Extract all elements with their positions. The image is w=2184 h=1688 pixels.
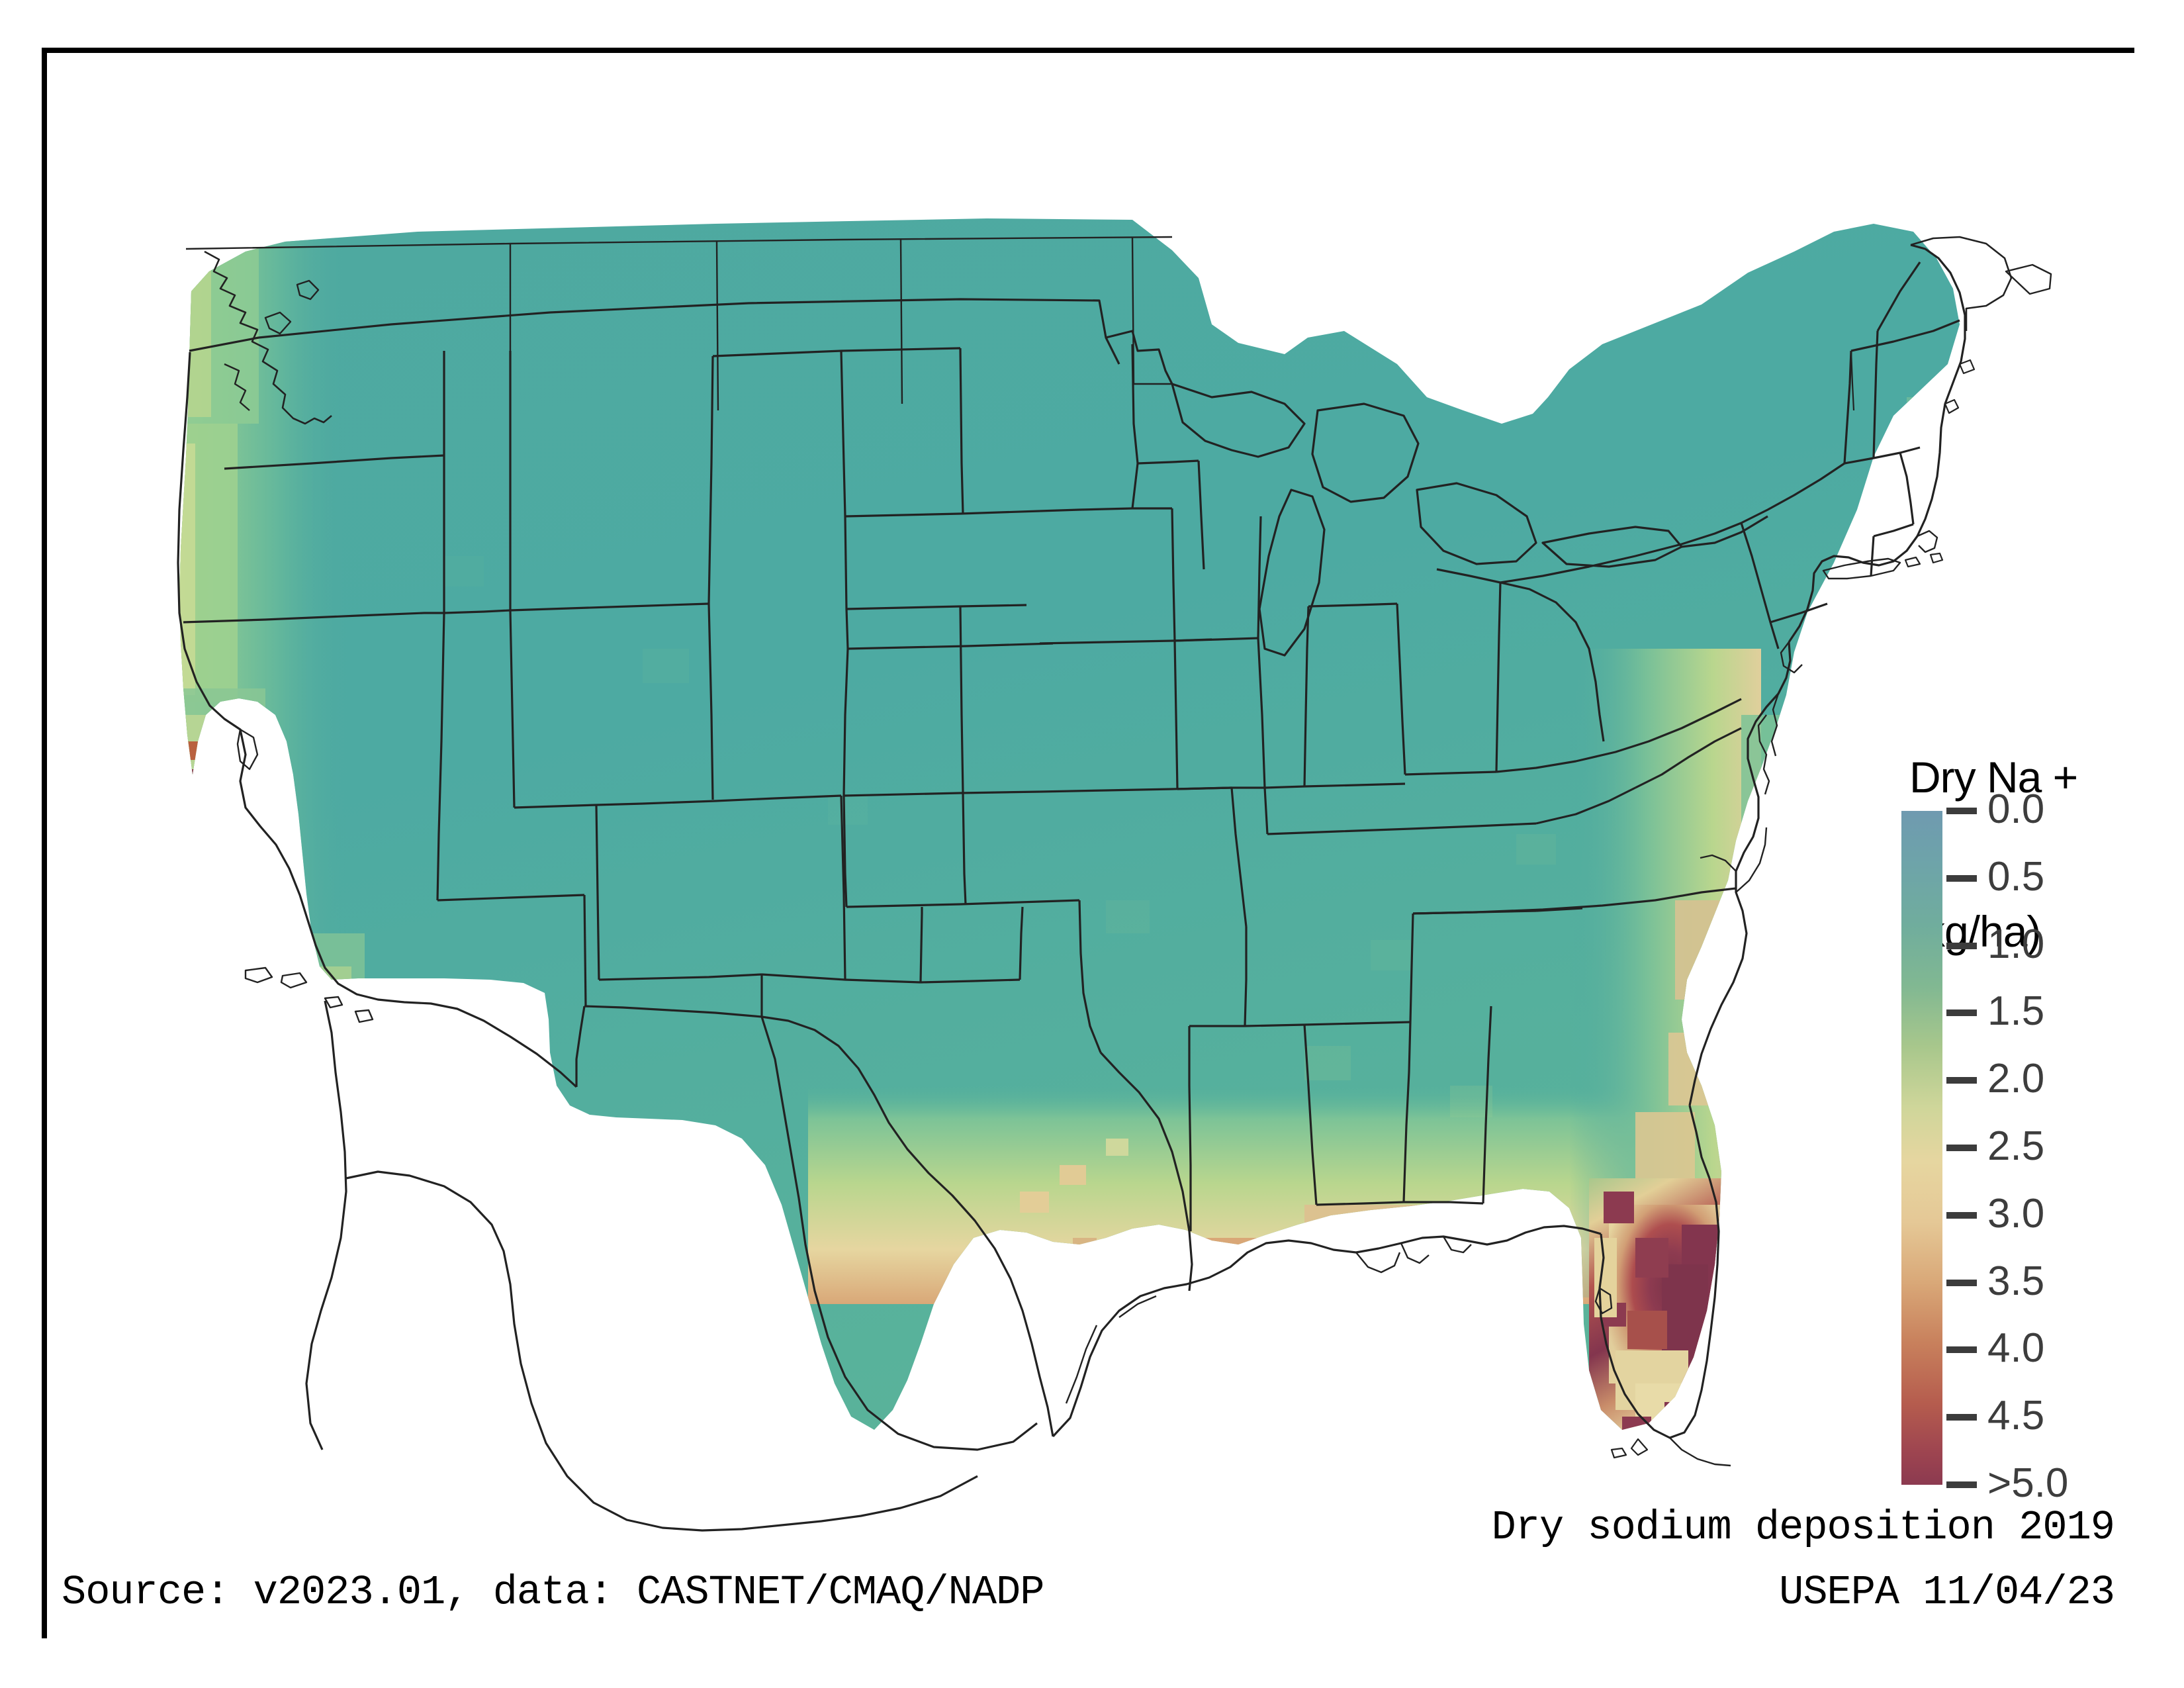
tick-label: >5.0	[1987, 1460, 2069, 1506]
map-subtitle: Dry sodium deposition 2019	[1491, 1504, 2115, 1551]
colorbar-area: 0.0 0.5 1.0 1.5 2.0 2.5	[1901, 786, 2166, 1506]
coastline-and-borders	[177, 236, 2052, 1532]
tick-label: 3.0	[1987, 1190, 2045, 1237]
credit-note: USEPA 11/04/23	[1779, 1569, 2115, 1616]
tick-label: 1.0	[1987, 921, 2045, 967]
tick-mark-icon	[1946, 1009, 1977, 1017]
tick-mark-icon	[1946, 1346, 1977, 1354]
colorbar-gradient	[1901, 811, 1942, 1485]
source-note: Source: v2023.01, data: CASTNET/CMAQ/NAD…	[62, 1569, 1044, 1616]
tick-mark-icon	[1946, 1279, 1977, 1286]
tick-label: 0.0	[1987, 786, 2045, 832]
tick-mark-icon	[1946, 874, 1977, 882]
legend-title-line1: Dry Na +	[1909, 752, 2078, 802]
tick-label: 0.5	[1987, 853, 2045, 900]
tick-mark-icon	[1946, 1414, 1977, 1421]
tick-mark-icon	[1946, 1077, 1977, 1084]
figure-frame: Dry Na + (kg/ha) 0.0 0.5 1.0 1.5	[42, 48, 2140, 1644]
tick-mark-icon	[1946, 1481, 1977, 1488]
tick-label: 3.5	[1987, 1258, 2045, 1304]
tick-mark-icon	[1946, 1145, 1977, 1151]
tick-mark-icon	[1946, 942, 1977, 949]
tick-label: 4.5	[1987, 1393, 2045, 1439]
tick-label: 1.5	[1987, 988, 2045, 1035]
tick-label: 4.0	[1987, 1325, 2045, 1372]
tick-label: 2.5	[1987, 1123, 2045, 1169]
tick-mark-icon	[1946, 1211, 1977, 1219]
us-deposition-choropleth	[47, 53, 2140, 1644]
legend-panel: Dry Na + (kg/ha) 0.0 0.5 1.0 1.5	[1893, 649, 2171, 1589]
deposition-map	[47, 53, 2140, 1644]
tick-mark-icon	[1946, 808, 1977, 814]
tick-label: 2.0	[1987, 1056, 2045, 1102]
